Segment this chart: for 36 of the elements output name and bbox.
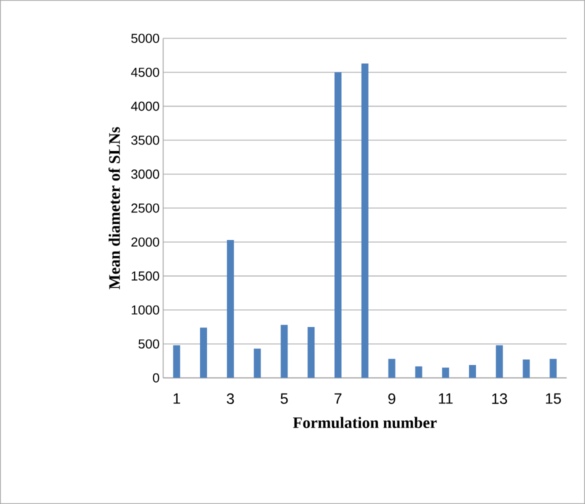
y-tick-label: 5000	[131, 34, 160, 43]
bar	[388, 358, 396, 378]
x-tick-label: 15	[546, 393, 561, 404]
bar	[442, 368, 450, 378]
x-tick-label: 9	[388, 393, 396, 404]
y-tick-label: 1000	[132, 305, 160, 315]
y-tick-label: 500	[138, 339, 160, 348]
x-tick-label: 7	[334, 393, 342, 404]
y-tick-label: 1500	[132, 271, 160, 281]
y-tick-label: 3000	[131, 170, 160, 179]
y-tick-label: 4000	[131, 102, 160, 111]
y-axis-title: Mean diameter of SLNs	[108, 127, 120, 290]
x-tick-label: 3	[226, 393, 234, 404]
bar	[496, 345, 503, 378]
bar	[522, 359, 530, 378]
bar	[361, 63, 368, 378]
bar	[468, 364, 476, 378]
bar	[334, 72, 342, 378]
y-tick-label: 2000	[131, 237, 160, 247]
x-tick-label: 11	[438, 393, 453, 404]
y-tick-label: 2500	[131, 203, 160, 213]
bar	[173, 345, 180, 378]
bar	[550, 358, 557, 378]
bar	[226, 240, 234, 378]
bar	[200, 328, 208, 378]
y-tick-label: 3500	[131, 136, 160, 145]
y-tick-label: 4500	[131, 68, 160, 77]
bar	[415, 366, 422, 378]
x-tick-label: 13	[492, 393, 508, 404]
x-tick-label: 1	[174, 393, 180, 404]
bar	[308, 326, 315, 378]
y-tick-label: 0	[152, 373, 160, 382]
bar	[280, 324, 288, 378]
bar	[254, 348, 261, 378]
x-tick-label: 5	[280, 393, 288, 404]
x-axis-title: Formulation number	[293, 416, 437, 428]
